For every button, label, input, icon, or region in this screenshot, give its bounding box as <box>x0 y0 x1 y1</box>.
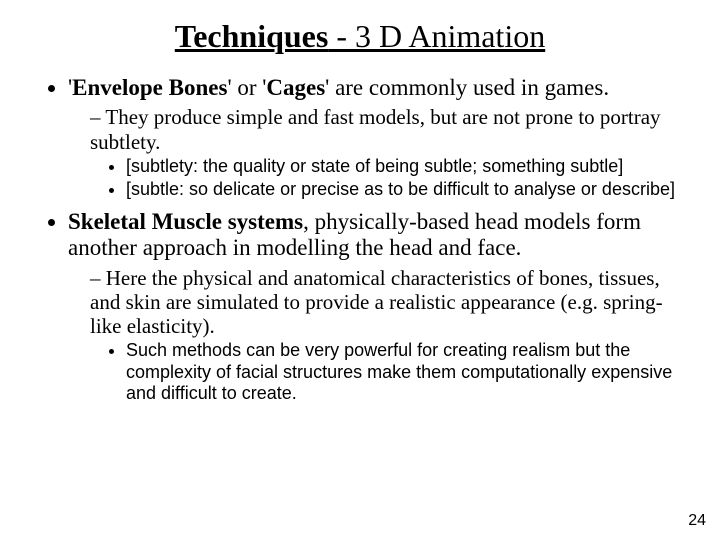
b2-sub1: Here the physical and anatomical charact… <box>90 266 680 338</box>
title-rest: 3 D Animation <box>355 18 545 54</box>
bullet-1: 'Envelope Bones' or 'Cages' are commonly… <box>68 75 680 201</box>
b1-def1: [subtlety: the quality or state of being… <box>126 156 680 178</box>
b1-term1: Envelope Bones <box>72 75 227 100</box>
b2-term: Skeletal Muscle systems <box>68 209 303 234</box>
b1-def2: [subtle: so delicate or precise as to be… <box>126 179 680 201</box>
title-dash: - <box>328 18 355 54</box>
b1-sub1: They produce simple and fast models, but… <box>90 105 680 153</box>
title-bold: Techniques <box>175 18 329 54</box>
slide: Techniques - 3 D Animation 'Envelope Bon… <box>0 0 720 423</box>
slide-title: Techniques - 3 D Animation <box>40 18 680 55</box>
page-number: 24 <box>688 512 706 530</box>
b1-mid: ' or ' <box>227 75 266 100</box>
b1-term2: Cages <box>266 75 325 100</box>
bullet-list: 'Envelope Bones' or 'Cages' are commonly… <box>40 75 680 405</box>
bullet-2: Skeletal Muscle systems, physically-base… <box>68 209 680 405</box>
b1-post: ' are commonly used in games. <box>325 75 609 100</box>
b2-note: Such methods can be very powerful for cr… <box>126 340 680 405</box>
